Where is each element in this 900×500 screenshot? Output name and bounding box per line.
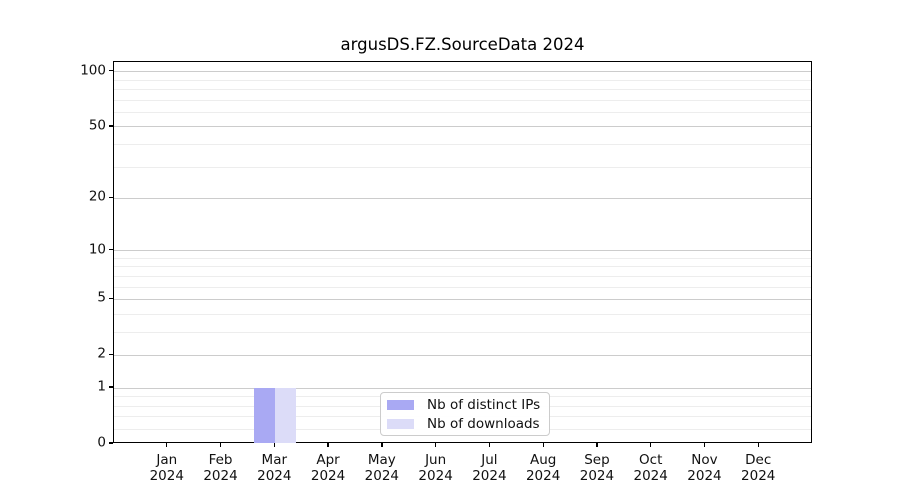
gridline-minor	[114, 166, 811, 168]
x-tick-mark	[435, 443, 437, 447]
gridline-major	[114, 197, 811, 199]
gridline-minor	[114, 99, 811, 101]
chart-title: argusDS.FZ.SourceData 2024	[340, 35, 585, 54]
x-tick-label-nov: Nov 2024	[687, 452, 722, 484]
gridline-major	[114, 298, 811, 300]
legend-swatch-downloads	[387, 418, 414, 429]
gridline-minor	[114, 143, 811, 145]
gridline-minor	[114, 89, 811, 91]
x-tick-label-dec: Dec 2024	[741, 452, 776, 484]
x-tick-label-feb: Feb 2024	[203, 452, 238, 484]
y-tick-label: 10	[88, 240, 106, 257]
legend-swatch-distinct-ips	[387, 399, 414, 410]
x-tick-mark	[650, 443, 652, 447]
y-tick-label: 1	[97, 378, 106, 395]
x-tick-mark	[381, 443, 383, 447]
x-tick-mark	[596, 443, 598, 447]
bar-downloads-mar	[275, 388, 297, 443]
x-tick-label-jul: Jul 2024	[472, 452, 507, 484]
y-tick-mark	[109, 196, 113, 199]
gridline-major	[114, 354, 811, 356]
x-tick-label-jan: Jan 2024	[149, 452, 184, 484]
x-tick-label-apr: Apr 2024	[310, 452, 346, 484]
y-tick-label: 2	[97, 345, 106, 362]
gridline-minor	[114, 266, 811, 268]
x-tick-mark	[273, 443, 275, 447]
gridline-minor	[114, 313, 811, 315]
gridline-major	[114, 126, 811, 128]
y-tick-label: 50	[88, 117, 106, 134]
y-tick-label: 20	[88, 188, 106, 205]
y-tick-mark	[109, 442, 113, 444]
plot-area	[113, 61, 812, 443]
x-tick-mark	[166, 443, 168, 447]
gridline-minor	[114, 331, 811, 333]
x-tick-mark	[757, 443, 759, 447]
x-tick-label-aug: Aug 2024	[525, 452, 561, 484]
x-tick-mark	[542, 443, 544, 447]
x-tick-label-sep: Sep 2024	[579, 452, 615, 484]
y-tick-mark	[109, 353, 113, 356]
legend: Nb of distinct IPs Nb of downloads	[380, 392, 551, 436]
gridline-minor	[114, 111, 811, 113]
y-tick-mark	[109, 386, 113, 388]
gridline-minor	[114, 286, 811, 288]
gridline-major	[114, 71, 811, 73]
y-tick-label: 100	[80, 62, 106, 78]
y-tick-label: 0	[97, 434, 106, 451]
x-tick-mark	[488, 443, 491, 447]
legend-label-downloads: Nb of downloads	[427, 415, 540, 432]
y-tick-mark	[109, 125, 113, 127]
x-tick-label-jun: Jun 2024	[418, 452, 453, 484]
y-tick-mark	[109, 297, 113, 300]
gridline-major	[114, 250, 811, 252]
gridline-minor	[114, 257, 811, 259]
legend-item-distinct-ips: Nb of distinct IPs	[387, 397, 540, 413]
x-tick-mark	[219, 443, 222, 447]
gridline-minor	[114, 79, 811, 81]
legend-item-downloads: Nb of downloads	[387, 416, 540, 432]
gridline-major	[114, 387, 811, 389]
gridline-minor	[114, 275, 811, 277]
x-tick-label-may: May 2024	[364, 452, 400, 484]
y-tick-mark	[109, 248, 113, 251]
x-tick-label-oct: Oct 2024	[633, 452, 668, 484]
y-tick-mark	[109, 70, 113, 72]
bar-distinct-ips-mar	[254, 388, 276, 443]
x-tick-label-mar: Mar 2024	[257, 452, 292, 484]
y-tick-label: 5	[97, 289, 106, 306]
x-tick-mark	[703, 443, 706, 447]
legend-label-distinct-ips: Nb of distinct IPs	[427, 396, 541, 413]
x-tick-mark	[327, 443, 329, 447]
